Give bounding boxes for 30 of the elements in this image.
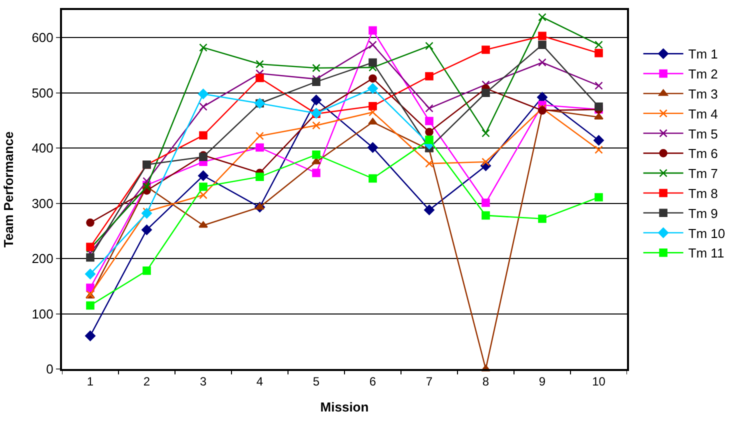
y-tick-label: 600 xyxy=(32,30,54,46)
legend-label: Tm 5 xyxy=(688,126,718,142)
y-tick-label: 200 xyxy=(32,251,54,266)
y-axis-title: Team Performance xyxy=(1,131,16,248)
x-tick-label: 10 xyxy=(592,374,606,388)
legend-label: Tm 2 xyxy=(688,66,718,82)
legend-label: Tm 10 xyxy=(688,226,726,241)
x-tick-label: 9 xyxy=(538,374,546,388)
x-tick-label: 2 xyxy=(143,374,150,388)
legend-label: Tm 9 xyxy=(688,206,718,221)
y-tick-label: 100 xyxy=(32,306,54,322)
x-axis-title: Mission xyxy=(320,400,369,414)
legend-label: Tm 4 xyxy=(688,106,718,122)
legend-label: Tm 11 xyxy=(688,246,724,261)
x-tick-label: 3 xyxy=(200,374,207,388)
y-tick-label: 400 xyxy=(32,140,54,156)
y-tick-label: 500 xyxy=(32,85,54,100)
legend-label: Tm 8 xyxy=(688,186,718,202)
x-tick-label: 8 xyxy=(482,374,490,388)
legend-label: Tm 3 xyxy=(688,86,718,102)
x-tick-label: 1 xyxy=(86,374,94,388)
x-tick-label: 6 xyxy=(369,374,376,388)
legend-label: Tm 1 xyxy=(688,46,718,62)
y-tick-label: 300 xyxy=(32,196,54,211)
x-tick-label: 5 xyxy=(312,374,320,388)
legend-label: Tm 7 xyxy=(688,166,718,182)
legend-label: Tm 6 xyxy=(688,146,718,162)
y-tick-label: 0 xyxy=(46,362,54,377)
x-tick-label: 4 xyxy=(256,374,264,388)
x-tick-label: 7 xyxy=(426,374,433,388)
